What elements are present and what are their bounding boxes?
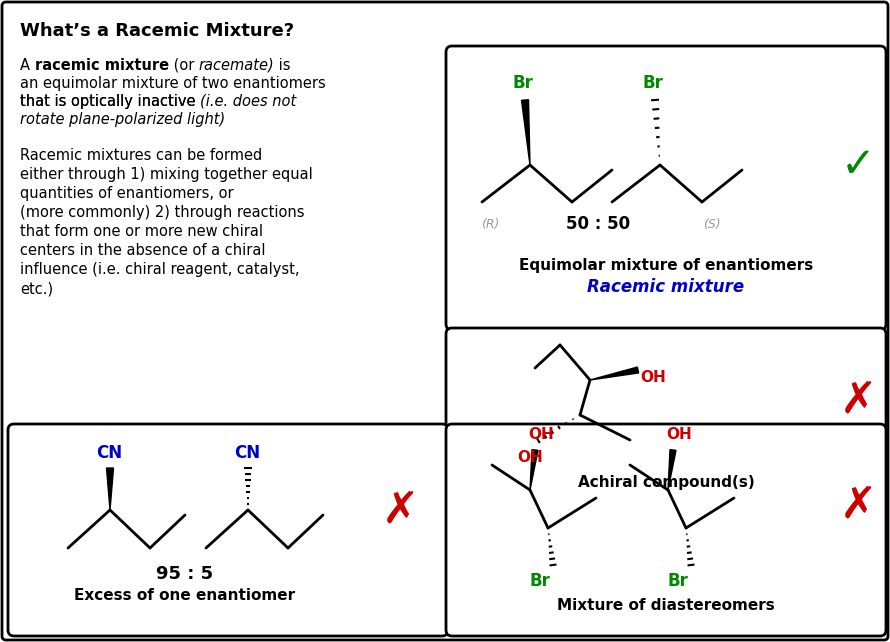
Text: that is optically inactive: that is optically inactive (20, 94, 200, 109)
Text: 50 : 50: 50 : 50 (566, 215, 630, 233)
Text: OH: OH (666, 427, 692, 442)
Text: Mixture of diastereomers: Mixture of diastereomers (557, 598, 775, 613)
Text: influence (i.e. chiral reagent, catalyst,: influence (i.e. chiral reagent, catalyst… (20, 262, 300, 277)
Text: ✗: ✗ (839, 483, 877, 526)
Text: etc.): etc.) (20, 281, 53, 296)
Text: that form one or more new chiral: that form one or more new chiral (20, 224, 263, 239)
Text: Br: Br (668, 572, 689, 590)
Text: Equimolar mixture of enantiomers: Equimolar mixture of enantiomers (519, 258, 813, 273)
Text: ✓: ✓ (840, 144, 876, 186)
Text: (or: (or (169, 58, 198, 73)
Text: OH: OH (517, 450, 543, 465)
FancyBboxPatch shape (446, 46, 886, 330)
Text: Racemic mixture: Racemic mixture (587, 278, 745, 296)
Text: (i.e. does not: (i.e. does not (200, 94, 296, 109)
Text: 95 : 5: 95 : 5 (157, 565, 214, 583)
Text: racemate): racemate) (198, 58, 274, 73)
Text: (R): (R) (481, 218, 499, 231)
Text: ✗: ✗ (839, 379, 877, 422)
Text: quantities of enantiomers, or: quantities of enantiomers, or (20, 186, 233, 201)
Text: Excess of one enantiomer: Excess of one enantiomer (75, 588, 295, 603)
FancyBboxPatch shape (446, 328, 886, 510)
Text: ✗: ✗ (382, 489, 418, 532)
FancyBboxPatch shape (446, 424, 886, 636)
Text: OH: OH (528, 427, 554, 442)
Text: CN: CN (234, 444, 260, 462)
Text: Br: Br (530, 572, 550, 590)
Text: either through 1) mixing together equal: either through 1) mixing together equal (20, 167, 312, 182)
Text: CN: CN (96, 444, 122, 462)
Text: Racemic mixtures can be formed: Racemic mixtures can be formed (20, 148, 263, 163)
Text: centers in the absence of a chiral: centers in the absence of a chiral (20, 243, 265, 258)
Text: (S): (S) (703, 218, 721, 231)
Polygon shape (590, 367, 639, 380)
Text: What’s a Racemic Mixture?: What’s a Racemic Mixture? (20, 22, 294, 40)
FancyBboxPatch shape (8, 424, 448, 636)
Text: OH: OH (640, 370, 666, 385)
Polygon shape (107, 468, 114, 510)
Polygon shape (522, 100, 530, 165)
Polygon shape (530, 449, 538, 490)
Text: Br: Br (512, 74, 533, 92)
Text: that is optically inactive: that is optically inactive (20, 94, 200, 109)
Text: rotate plane-polarized light): rotate plane-polarized light) (20, 112, 225, 127)
Text: (more commonly) 2) through reactions: (more commonly) 2) through reactions (20, 205, 304, 220)
Text: A: A (20, 58, 35, 73)
Text: Achiral compound(s): Achiral compound(s) (578, 475, 755, 490)
Text: racemic mixture: racemic mixture (35, 58, 169, 73)
Text: is: is (274, 58, 291, 73)
Text: an equimolar mixture of two enantiomers: an equimolar mixture of two enantiomers (20, 76, 326, 91)
Text: Br: Br (642, 74, 663, 92)
Polygon shape (668, 449, 676, 490)
